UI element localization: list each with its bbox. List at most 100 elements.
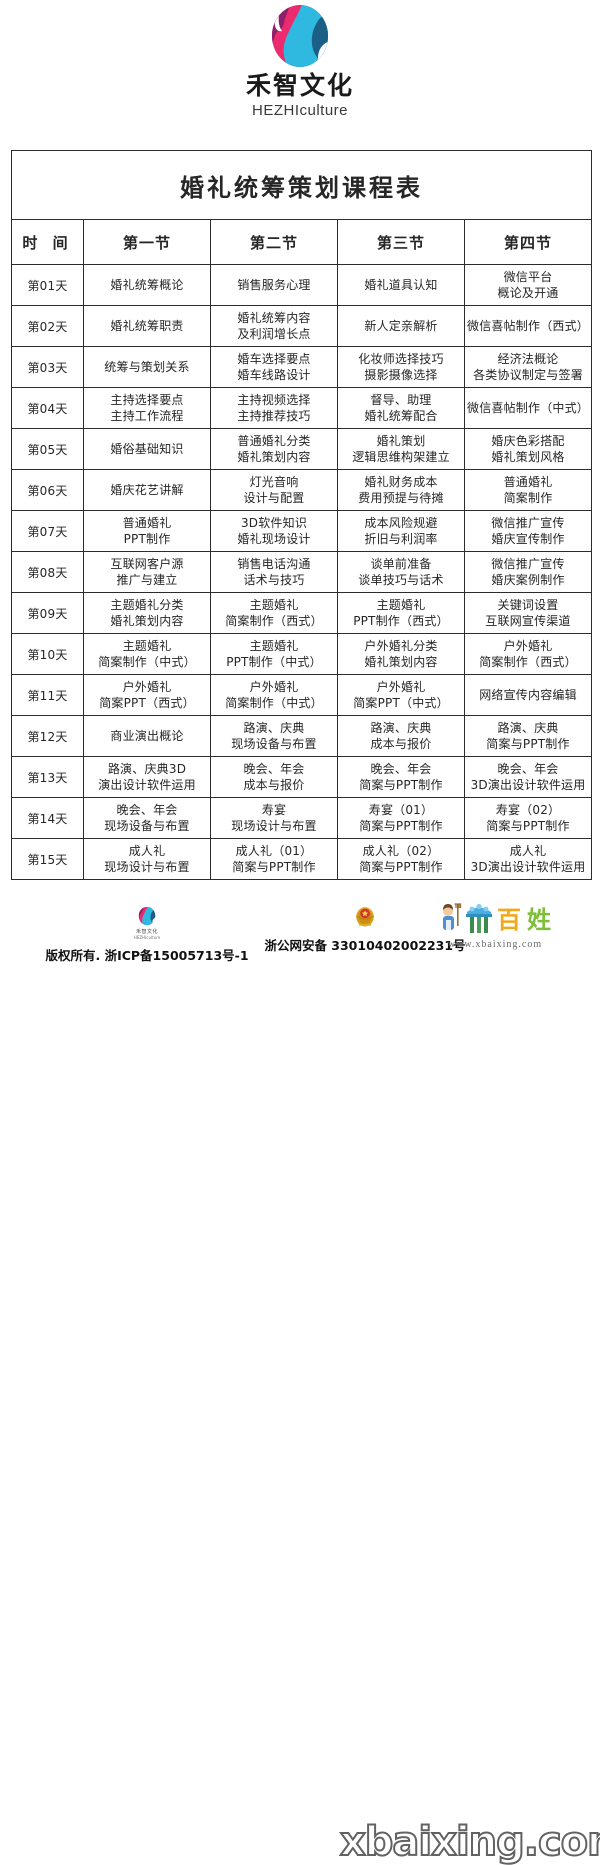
course-cell-line: 婚庆花艺讲解	[110, 482, 184, 497]
table-row: 第04天 主持选择要点 主持工作流程 主持视频选择 主持推荐技巧 督导、助理 婚礼统筹配合微…	[11, 387, 593, 429]
course-cell-line: 及利润增长点	[237, 327, 311, 341]
day-label: 第05天	[11, 428, 84, 470]
schedule-body: 婚礼统筹策划课程表 时 间 第一节 第二节 第三节 第四节 第01天 婚礼统筹概论…	[10, 150, 593, 880]
table-title-row: 婚礼统筹策划课程表	[10, 150, 593, 220]
course-cell-line: 晚会、年会	[116, 802, 178, 817]
course-cell-line: 婚礼策划	[376, 433, 426, 448]
course-cell-line: 经济法概论	[497, 351, 559, 366]
course-cell: 主题婚礼 PPT制作（中式）	[210, 633, 338, 675]
footer-police-record-block[interactable]: 浙公网安备 33010402002231号	[240, 902, 490, 954]
course-cell: 督导、助理婚礼统筹配合	[337, 387, 465, 429]
course-cell: 户外婚礼 简案制作（中式）	[210, 674, 338, 716]
course-cell: 主题婚礼 PPT制作（西式）	[337, 592, 465, 634]
column-header-session3: 第三节	[337, 219, 465, 265]
course-cell-line: 晚会、年会	[370, 761, 432, 776]
police-emblem-icon	[355, 907, 375, 927]
course-cell-line: 婚礼财务成本	[364, 474, 438, 489]
course-cell-line: 商业演出概论	[110, 728, 184, 743]
course-cell-line: 户外婚礼	[503, 638, 553, 653]
course-cell: 微信平台 概论及开通	[463, 264, 593, 306]
table-row: 第05天 婚俗基础知识 普通婚礼分类 婚礼策划内容 婚礼策划 逻辑思维构架建立 婚庆色彩搭配…	[11, 428, 593, 470]
course-cell-line: 概论及开通	[497, 286, 559, 300]
course-cell: 主题婚礼 简案制作（西式）	[210, 592, 338, 634]
course-cell-line: 主题婚礼	[249, 638, 299, 653]
page-title: 婚礼统筹策划课程表	[10, 150, 593, 220]
course-cell: 经济法概论 各类协议制定与签署	[463, 346, 593, 388]
course-cell-line: 婚礼道具认知	[364, 277, 438, 292]
course-cell-line: 成本与报价	[370, 737, 432, 751]
course-cell-line: 督导、助理	[370, 392, 432, 407]
course-cell: 婚礼统筹概论	[83, 264, 211, 306]
course-cell-line: 简案与PPT制作	[486, 737, 570, 751]
course-cell-line: 婚礼策划内容	[237, 450, 311, 464]
course-cell-line: 推广与建立	[116, 573, 178, 587]
course-cell: 婚礼财务成本 费用预提与待摊	[337, 469, 465, 511]
course-cell-line: PPT制作	[123, 532, 171, 546]
course-cell-line: 话术与技巧	[243, 573, 305, 587]
footer-baixing-block[interactable]: 百 姓 www.xbaixing.com	[400, 902, 590, 950]
course-cell: 成人礼 3D演出设计软件运用	[463, 838, 593, 880]
baixing-site-url[interactable]: www.xbaixing.com	[447, 939, 543, 950]
table-row: 第07天 普通婚礼 PPT制作 3D软件知识 婚礼现场设计 成本风险规避 折旧与利润率 微信推…	[11, 510, 593, 552]
course-cell-line: 简案制作	[503, 491, 553, 505]
course-cell: 寿宴（01） 简案与PPT制作	[337, 797, 465, 839]
course-cell-line: 微信平台	[503, 269, 553, 284]
course-cell-line: 谈单前准备	[370, 556, 432, 571]
day-label: 第10天	[11, 633, 84, 675]
course-cell-line: 3D软件知识	[240, 515, 308, 530]
course-cell-line: 婚礼统筹配合	[364, 409, 438, 423]
course-cell: 微信推广宣传 婚庆宣传制作	[463, 510, 593, 552]
course-cell-line: 现场设计与布置	[104, 860, 190, 874]
table-header-row: 时 间 第一节 第二节 第三节 第四节	[11, 219, 593, 265]
course-cell-line: 寿宴	[261, 802, 287, 817]
course-cell: 销售服务心理	[210, 264, 338, 306]
course-cell: 新人定亲解析	[337, 305, 465, 347]
course-cell-line: 主持选择要点	[110, 392, 184, 407]
brand-header: 禾智文化 HEZHIculture	[0, 0, 600, 119]
course-cell-line: 网络宣传内容编辑	[479, 687, 577, 702]
course-cell: 成本风险规避 折旧与利润率	[337, 510, 465, 552]
course-cell-line: 婚礼统筹职责	[110, 318, 184, 333]
day-label: 第14天	[11, 797, 84, 839]
course-cell-line: 简案制作（西式）	[225, 614, 323, 628]
course-cell-line: 简案PPT（西式）	[99, 696, 195, 710]
course-cell-line: 普通婚礼	[503, 474, 553, 489]
hezhi-swirl-logo-icon	[138, 906, 156, 926]
course-cell-line: 婚车选择要点	[237, 351, 311, 366]
course-cell-line: 折旧与利润率	[364, 532, 438, 546]
day-label: 第07天	[11, 510, 84, 552]
course-cell: 成人礼（01） 简案与PPT制作	[210, 838, 338, 880]
course-cell-line: 主持推荐技巧	[237, 409, 311, 423]
table-row: 第06天 婚庆花艺讲解 灯光音响 设计与配置 婚礼财务成本 费用预提与待摊 普通婚礼 简案制作	[11, 469, 593, 511]
course-cell: 微信喜帖制作（西式）	[463, 305, 593, 347]
brand-name-en: HEZHIculture	[251, 101, 349, 119]
course-cell-line: 3D演出设计软件运用	[470, 778, 586, 792]
course-cell: 婚车选择要点 婚车线路设计	[210, 346, 338, 388]
course-cell-line: 成人礼	[128, 843, 166, 858]
table-row: 第15天 成人礼 现场设计与布置 成人礼（01） 简案与PPT制作 成人礼（02） 简案与P…	[11, 838, 593, 880]
course-cell-line: 婚礼统筹概论	[110, 277, 184, 292]
course-cell: 3D软件知识 婚礼现场设计	[210, 510, 338, 552]
day-label: 第02天	[11, 305, 84, 347]
course-cell-line: 简案与PPT制作	[359, 819, 443, 833]
course-cell: 销售电话沟通 话术与技巧	[210, 551, 338, 593]
column-header-session4: 第四节	[463, 219, 593, 265]
course-cell-line: 简案PPT（中式）	[353, 696, 449, 710]
day-label: 第12天	[11, 715, 84, 757]
course-cell: 谈单前准备 谈单技巧与话术	[337, 551, 465, 593]
table-row: 第09天 主题婚礼分类 婚礼策划内容 主题婚礼 简案制作（西式） 主题婚礼 PPT制作（西式…	[11, 592, 593, 634]
course-schedule-table: 婚礼统筹策划课程表 时 间 第一节 第二节 第三节 第四节 第01天 婚礼统筹概论…	[10, 150, 593, 880]
course-cell-line: 户外婚礼	[249, 679, 299, 694]
course-cell-line: 婚礼策划内容	[364, 655, 438, 669]
course-cell-line: 成人礼（01）	[235, 843, 313, 858]
course-cell-line: 户外婚礼	[376, 679, 426, 694]
course-cell: 微信喜帖制作（中式）	[463, 387, 593, 429]
course-cell: 寿宴（02） 简案与PPT制作	[463, 797, 593, 839]
course-cell-line: 互联网客户源	[110, 556, 184, 571]
course-cell-line: 普通婚礼	[122, 515, 172, 530]
footer-copyright-block: 禾智文化 HEZHIculture 版权所有. 浙ICP备15005713号-1	[22, 902, 272, 964]
brand-name-cn: 禾智文化	[245, 71, 354, 100]
course-cell-line: 3D演出设计软件运用	[470, 860, 586, 874]
course-cell-line: 婚庆案例制作	[491, 573, 565, 587]
course-cell: 成人礼现场设计与布置	[83, 838, 211, 880]
